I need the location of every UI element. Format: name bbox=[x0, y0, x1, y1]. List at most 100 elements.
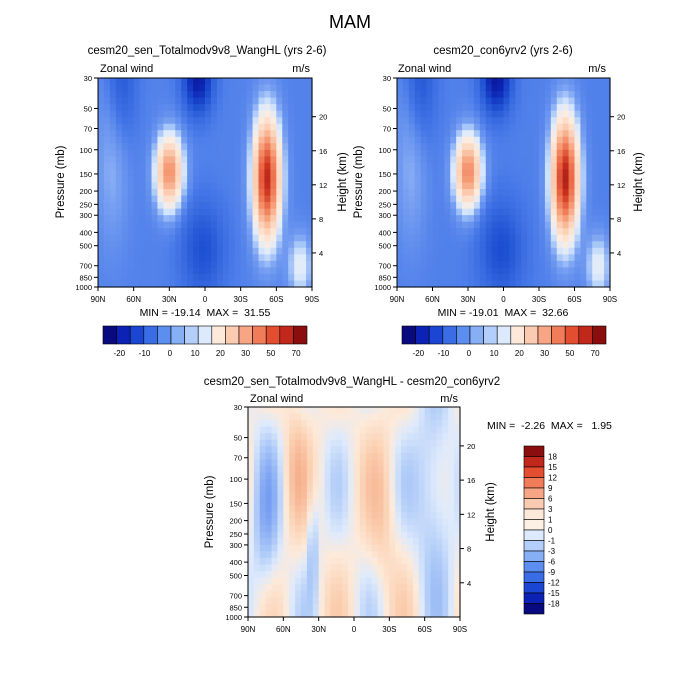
colorbar-swatch bbox=[523, 498, 545, 510]
colorbar-swatch bbox=[102, 325, 117, 345]
panel-2-stats: MIN = -19.01 MAX = 32.66 bbox=[438, 307, 569, 319]
field-cell bbox=[228, 182, 236, 190]
field-cell bbox=[205, 104, 212, 112]
field-cell bbox=[359, 505, 367, 513]
field-cell bbox=[556, 234, 564, 242]
field-cell bbox=[276, 195, 283, 203]
field-cell bbox=[234, 149, 242, 157]
field-cell bbox=[365, 485, 373, 493]
field-cell bbox=[271, 590, 279, 598]
field-cell bbox=[289, 597, 296, 605]
field-cell bbox=[377, 446, 385, 454]
field-cell bbox=[420, 162, 428, 171]
field-cell bbox=[133, 156, 141, 164]
field-cell bbox=[395, 538, 402, 546]
field-cell bbox=[426, 267, 434, 275]
field-cell bbox=[354, 413, 361, 421]
field-cell bbox=[270, 215, 277, 223]
field-cell bbox=[312, 538, 320, 546]
field-cell bbox=[109, 254, 117, 262]
field-cell bbox=[265, 420, 273, 428]
field-cell bbox=[544, 247, 552, 255]
field-cell bbox=[271, 479, 279, 487]
field-cell bbox=[479, 136, 487, 144]
field-cell bbox=[521, 143, 528, 151]
field-cell bbox=[151, 117, 159, 125]
field-cell bbox=[103, 169, 111, 177]
field-cell bbox=[604, 208, 611, 216]
field-cell bbox=[407, 512, 414, 520]
field-cell bbox=[438, 156, 445, 164]
field-cell bbox=[289, 479, 296, 487]
field-cell bbox=[187, 162, 194, 171]
field-cell bbox=[586, 104, 593, 112]
field-cell bbox=[407, 426, 414, 434]
field-cell bbox=[259, 577, 267, 585]
field-cell bbox=[222, 130, 230, 138]
field-cell bbox=[521, 110, 528, 118]
field-cell bbox=[359, 518, 367, 526]
field-cell bbox=[294, 267, 301, 275]
field-cell bbox=[592, 247, 599, 255]
field-cell bbox=[312, 446, 320, 454]
field-cell bbox=[574, 156, 582, 164]
field-cell bbox=[432, 260, 440, 269]
field-cell bbox=[252, 254, 260, 262]
field-cell bbox=[424, 512, 432, 520]
field-cell bbox=[277, 584, 284, 592]
field-cell bbox=[133, 254, 141, 262]
field-cell bbox=[444, 254, 451, 262]
field-cell bbox=[98, 273, 105, 282]
field-cell bbox=[515, 130, 522, 138]
field-cell bbox=[139, 149, 147, 157]
field-cell bbox=[187, 208, 194, 216]
field-cell bbox=[277, 433, 284, 441]
field-cell bbox=[456, 202, 463, 210]
field-cell bbox=[157, 260, 164, 269]
field-cell bbox=[407, 498, 414, 507]
field-cell bbox=[175, 91, 182, 99]
field-cell bbox=[294, 221, 301, 229]
field-cell bbox=[288, 110, 295, 118]
field-cell bbox=[550, 136, 558, 144]
field-cell bbox=[282, 169, 289, 177]
field-cell bbox=[432, 234, 440, 242]
field-cell bbox=[133, 202, 141, 210]
colorbar-label: 0 bbox=[168, 349, 173, 358]
field-cell bbox=[288, 182, 295, 190]
field-cell bbox=[414, 215, 422, 223]
field-cell bbox=[259, 446, 267, 454]
field-cell bbox=[468, 162, 475, 171]
field-cell bbox=[521, 84, 528, 92]
field-cell bbox=[205, 123, 212, 131]
field-cell bbox=[259, 466, 267, 474]
field-cell bbox=[169, 156, 176, 164]
field-cell bbox=[414, 280, 422, 288]
field-cell bbox=[426, 221, 434, 229]
field-cell bbox=[187, 215, 194, 223]
field-cell bbox=[598, 91, 605, 99]
field-cell bbox=[539, 260, 546, 269]
field-cell bbox=[210, 202, 218, 210]
field-cell bbox=[187, 136, 194, 144]
field-cell bbox=[324, 538, 332, 546]
field-cell bbox=[598, 273, 605, 282]
field-cell bbox=[414, 228, 422, 236]
field-cell bbox=[253, 485, 261, 493]
field-cell bbox=[199, 84, 206, 92]
field-cell bbox=[216, 130, 224, 138]
field-cell bbox=[544, 169, 552, 177]
field-cell bbox=[527, 189, 534, 197]
field-cell bbox=[497, 267, 505, 275]
field-cell bbox=[193, 280, 200, 288]
field-cell bbox=[424, 603, 432, 612]
field-cell bbox=[336, 492, 343, 500]
field-cell bbox=[544, 156, 552, 164]
field-cell bbox=[497, 234, 505, 242]
colorbar-swatch bbox=[524, 325, 539, 345]
field-cell bbox=[454, 551, 461, 559]
field-cell bbox=[521, 208, 528, 216]
field-cell bbox=[509, 228, 516, 236]
y-right-tick-label: 12 bbox=[467, 510, 475, 519]
field-cell bbox=[562, 136, 570, 144]
